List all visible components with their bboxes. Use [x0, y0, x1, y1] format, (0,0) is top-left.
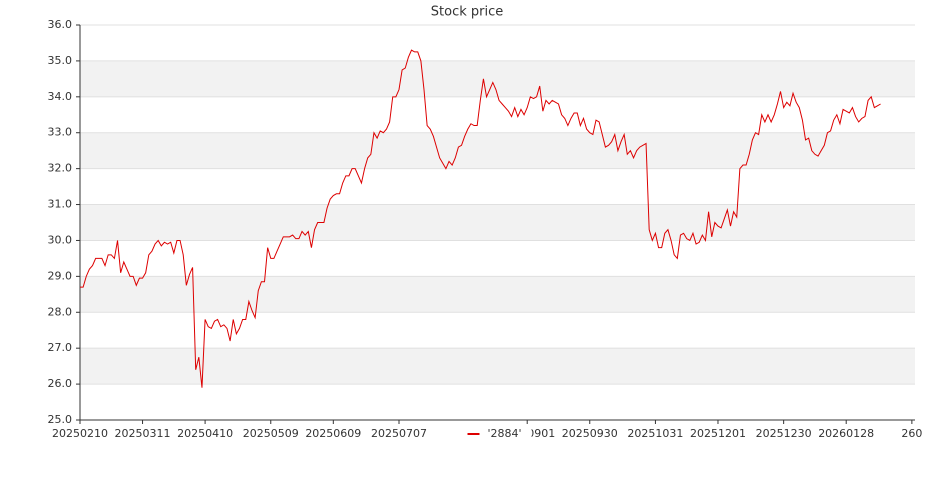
y-tick-label: 32.0: [48, 162, 73, 175]
y-tick-label: 36.0: [48, 18, 73, 31]
legend-bg: [461, 426, 532, 442]
x-tick-label: 20250210: [52, 427, 108, 440]
y-tick-label: 34.0: [48, 90, 73, 103]
grid-band: [80, 348, 915, 385]
x-tick-label: 20251031: [627, 427, 683, 440]
y-tick-label: 33.0: [48, 126, 73, 139]
y-tick-label: 26.0: [48, 377, 73, 390]
x-tick-label: 20250410: [177, 427, 233, 440]
grid-band: [80, 60, 915, 97]
x-tick-label: 20250707: [371, 427, 427, 440]
x-tick-label: 20251230: [756, 427, 812, 440]
line: [80, 49, 881, 388]
y-tick-label: 30.0: [48, 233, 73, 246]
legend-label: '2884': [488, 427, 522, 440]
y-tick-label: 27.0: [48, 341, 73, 354]
y-tick-label: 31.0: [48, 198, 73, 211]
legend: '2884': [461, 426, 532, 442]
y-tick-label: 28.0: [48, 305, 73, 318]
grid-band: [80, 132, 915, 169]
x-tick-label: 20260128: [818, 427, 874, 440]
grid-band: [80, 204, 915, 241]
chart-title: Stock price: [431, 5, 503, 20]
x-tick-label: 20251201: [690, 427, 746, 440]
y-tick-label: 35.0: [48, 54, 73, 67]
y-tick-label: 25.0: [48, 413, 73, 426]
x-tick-label: 20250930: [562, 427, 618, 440]
x-tick-label: 20250609: [305, 427, 361, 440]
x-tick-label: 20250509: [243, 427, 299, 440]
y-tick-label: 29.0: [48, 269, 73, 282]
x-tick-label: 260: [901, 427, 922, 440]
grid-band: [80, 276, 915, 313]
x-tick-label: 20250311: [115, 427, 171, 440]
